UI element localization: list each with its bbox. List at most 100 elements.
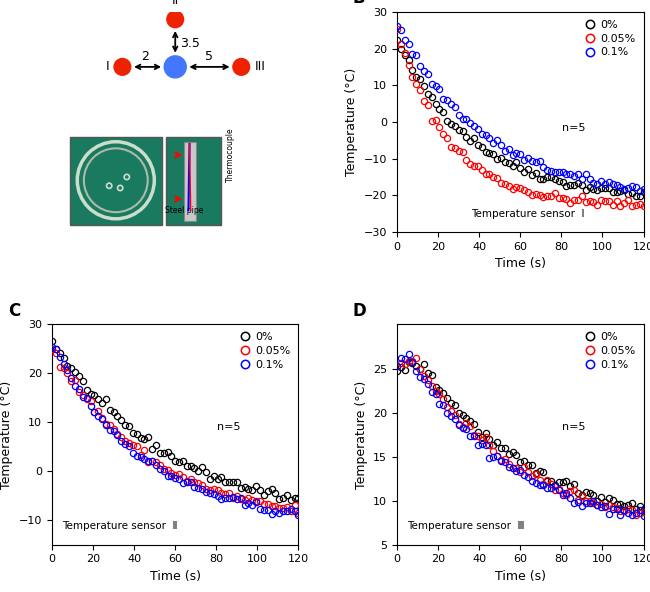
Y-axis label: Temperature (°C): Temperature (°C): [355, 381, 368, 488]
Text: III: III: [255, 60, 265, 73]
0.1%: [260, 506, 268, 513]
0.1%: [497, 141, 505, 149]
0.05%: [106, 421, 114, 428]
0.1%: [632, 510, 640, 517]
Text: Steel pipe: Steel pipe: [165, 205, 203, 214]
Legend: 0%, 0.05%, 0.1%: 0%, 0.05%, 0.1%: [584, 17, 638, 60]
Text: Temperature sensor  Ⅲ: Temperature sensor Ⅲ: [407, 522, 525, 532]
0.05%: [497, 179, 505, 186]
0%: [501, 445, 509, 452]
0.05%: [524, 468, 532, 475]
0.1%: [640, 185, 647, 192]
0.05%: [48, 345, 56, 352]
0.05%: [466, 160, 474, 167]
0.1%: [636, 187, 643, 194]
0.05%: [616, 203, 624, 210]
0.05%: [287, 507, 294, 514]
0%: [470, 421, 478, 428]
0.1%: [122, 440, 129, 448]
Bar: [184, 141, 196, 221]
0%: [640, 189, 647, 196]
Text: I: I: [105, 60, 109, 73]
0%: [632, 505, 640, 512]
0%: [609, 496, 617, 503]
Line: 0.1%: 0.1%: [394, 23, 647, 194]
0%: [497, 155, 505, 162]
X-axis label: Time (s): Time (s): [150, 570, 201, 583]
0%: [405, 358, 413, 365]
0.05%: [455, 421, 463, 428]
0%: [294, 494, 302, 501]
0.1%: [501, 459, 509, 466]
0%: [122, 422, 129, 429]
0%: [640, 506, 647, 513]
Circle shape: [164, 56, 187, 78]
0.1%: [152, 461, 160, 468]
0.1%: [48, 343, 56, 350]
0.1%: [106, 426, 114, 433]
0.05%: [260, 501, 268, 508]
Line: 0.05%: 0.05%: [394, 355, 647, 517]
0%: [393, 37, 401, 44]
0.05%: [640, 202, 647, 209]
Line: 0%: 0%: [394, 359, 647, 513]
Text: 2: 2: [142, 50, 150, 63]
Text: n=5: n=5: [562, 123, 586, 133]
0.1%: [451, 104, 459, 111]
Y-axis label: Temperature (°C): Temperature (°C): [345, 68, 358, 176]
0%: [106, 406, 114, 413]
0.1%: [466, 120, 474, 127]
Text: 3.5: 3.5: [180, 37, 200, 50]
Legend: 0%, 0.05%, 0.1%: 0%, 0.05%, 0.1%: [584, 330, 638, 372]
Y-axis label: Temperature (°C): Temperature (°C): [1, 381, 14, 488]
0.1%: [393, 362, 401, 369]
0%: [520, 168, 528, 175]
0.05%: [470, 431, 478, 438]
0%: [287, 496, 294, 503]
0%: [636, 192, 643, 200]
0.05%: [412, 354, 420, 361]
Text: 5: 5: [205, 50, 213, 63]
0.1%: [176, 475, 183, 482]
Line: 0.1%: 0.1%: [49, 343, 302, 519]
Text: Temperature sensor  I: Temperature sensor I: [471, 209, 584, 219]
Text: Temperature sensor  Ⅱ: Temperature sensor Ⅱ: [62, 522, 177, 532]
Circle shape: [167, 11, 183, 28]
0%: [524, 461, 532, 468]
0.1%: [628, 182, 636, 189]
Line: 0%: 0%: [49, 337, 302, 503]
0.1%: [520, 157, 528, 164]
0.05%: [501, 455, 509, 462]
Circle shape: [233, 59, 250, 75]
0%: [628, 190, 636, 197]
0%: [466, 137, 474, 144]
0.05%: [393, 362, 401, 369]
0.1%: [287, 505, 294, 512]
0%: [260, 491, 268, 498]
0.1%: [524, 473, 532, 480]
0.05%: [520, 186, 528, 194]
Legend: 0%, 0.05%, 0.1%: 0%, 0.05%, 0.1%: [239, 330, 293, 372]
Bar: [166, 137, 222, 226]
0.05%: [605, 198, 613, 205]
0%: [48, 337, 56, 345]
0.1%: [470, 433, 478, 440]
X-axis label: Time (s): Time (s): [495, 570, 546, 583]
X-axis label: Time (s): Time (s): [495, 258, 546, 271]
0.05%: [294, 509, 302, 516]
Text: C: C: [8, 302, 20, 320]
0%: [605, 185, 613, 192]
Text: D: D: [353, 302, 367, 320]
0%: [152, 442, 160, 449]
0.1%: [640, 513, 647, 520]
0.05%: [640, 508, 647, 515]
Bar: [70, 137, 162, 226]
0.1%: [605, 179, 613, 186]
0.05%: [122, 437, 129, 445]
Text: n=5: n=5: [217, 422, 240, 432]
0.1%: [294, 511, 302, 519]
0.1%: [393, 22, 401, 30]
0%: [393, 367, 401, 374]
Line: 0.05%: 0.05%: [394, 26, 647, 210]
Text: n=5: n=5: [562, 422, 586, 432]
